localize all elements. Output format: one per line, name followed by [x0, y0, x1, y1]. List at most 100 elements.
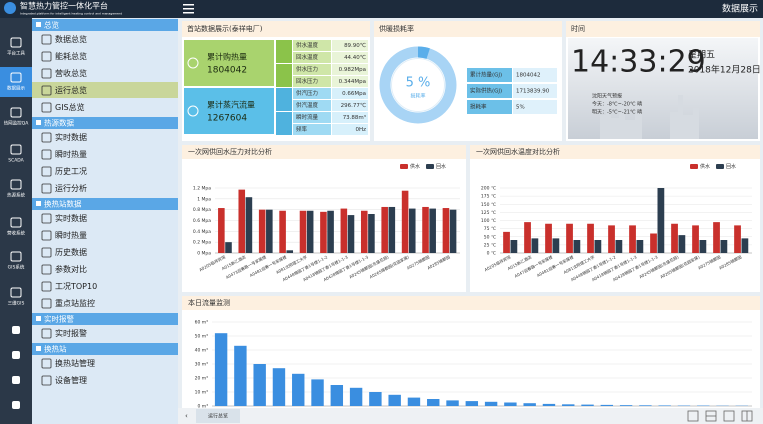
nav-item[interactable]: 历史工况	[41, 166, 87, 177]
bar	[692, 225, 699, 253]
sidebar-item[interactable]: SCADA	[8, 144, 25, 164]
nav-item[interactable]: 运行分析	[41, 183, 87, 194]
nav-item[interactable]: 工况TOP10	[41, 281, 97, 292]
nav-item[interactable]: 实时报警	[41, 328, 87, 339]
bar	[581, 404, 594, 406]
nav-item[interactable]: 参数对比	[41, 264, 87, 275]
menu-button[interactable]	[183, 4, 194, 14]
chart-title: 一次网供回水温度对比分析	[476, 147, 560, 156]
reading-label: 回水温度	[296, 53, 319, 61]
nav-item[interactable]: 数据总览	[41, 34, 87, 45]
y-tick-label: 75 ℃	[484, 226, 496, 232]
legend-swatch	[690, 164, 698, 169]
tab-label: 运行总览	[208, 413, 228, 420]
bar	[510, 240, 518, 253]
reading-label: 供汽温度	[296, 101, 319, 109]
chart-title: 本日流量监测	[188, 298, 230, 307]
reading-value-cell	[332, 52, 368, 63]
bar	[608, 225, 615, 253]
sidebar-item[interactable]: 热源系统	[7, 179, 25, 199]
sidebar-label: 营收系统	[7, 230, 25, 237]
nav-item[interactable]: 重点站监控	[41, 298, 95, 309]
page-title: 数据展示	[722, 3, 758, 15]
donut-center	[391, 58, 445, 112]
bar	[657, 188, 665, 253]
prev-tab[interactable]: ‹	[185, 412, 188, 420]
bar	[587, 223, 594, 253]
nav-label: 设备管理	[55, 375, 87, 385]
sidebar-item[interactable]: 数据展示	[0, 67, 32, 97]
sidebar-tool[interactable]	[12, 351, 20, 359]
panel-title: 首站数据展示(泰祥电厂)	[187, 24, 263, 33]
tab[interactable]	[196, 409, 240, 423]
y-tick-label: 0.4 Mpa	[193, 229, 211, 235]
nav-label: 瞬时热量	[55, 230, 87, 240]
nav-icon	[41, 132, 52, 143]
nav-item[interactable]: 能耗总览	[41, 51, 87, 62]
sidebar-tool[interactable]	[12, 376, 20, 384]
sidebar-tool[interactable]	[12, 326, 20, 334]
reading-value-cell	[332, 112, 368, 123]
loss-text: 1804042	[516, 73, 541, 79]
reading-label: 供汽压力	[296, 89, 318, 97]
legend-swatch	[716, 164, 724, 169]
reading-value-cell	[332, 124, 368, 135]
sidebar-item[interactable]: GIS系统	[8, 251, 25, 271]
nav-item[interactable]: 实时数据	[41, 213, 87, 224]
sidebar-item[interactable]: 热网监控QA	[4, 107, 30, 127]
sidebar-tool[interactable]	[12, 401, 20, 409]
box-value: 1267604	[207, 114, 247, 124]
bar	[408, 208, 416, 253]
sidebar-label: 平台工具	[7, 50, 25, 57]
bar	[258, 209, 266, 253]
y-tick-label: 200 ℃	[481, 186, 496, 192]
nav-item[interactable]: 历史数据	[41, 247, 87, 258]
bar	[658, 405, 671, 406]
loss-cell	[467, 100, 512, 114]
nav-item[interactable]: 设备管理	[41, 375, 87, 386]
nav-item[interactable]: 营收总览	[41, 68, 87, 79]
bar	[531, 238, 539, 253]
panel-header	[182, 296, 760, 310]
flow-panel	[182, 296, 760, 408]
app-subtitle: Integrated platform for intelligent heat…	[20, 12, 123, 16]
bar	[615, 240, 623, 253]
sidebar-item[interactable]: 营收系统	[7, 217, 25, 237]
y-tick-label: 0 Mpa	[197, 251, 211, 257]
nav-label: 瞬时热量	[55, 149, 87, 159]
donut-subtitle: 损耗率	[410, 93, 425, 100]
reading-label-cell	[293, 64, 331, 75]
bar	[720, 240, 728, 253]
footer-bar	[178, 408, 763, 424]
legend-label: 回水	[726, 163, 736, 170]
nav-label: 实时数据	[55, 132, 87, 142]
nav-item[interactable]: GIS总览	[41, 102, 85, 113]
nav-icon	[41, 34, 52, 45]
sidebar-item[interactable]: 三维GIS	[8, 287, 25, 307]
nav-item[interactable]: 换热站管理	[41, 358, 95, 369]
y-tick-label: 100 ℃	[481, 218, 496, 224]
bar	[327, 210, 334, 253]
nav-item[interactable]: 瞬时热量	[41, 149, 87, 160]
bar	[340, 208, 348, 253]
reading-value: 0.982Mpa	[339, 67, 366, 73]
loss-text: 5%	[516, 105, 525, 111]
y-tick-label: 20 m³	[195, 376, 209, 382]
bar	[562, 404, 575, 406]
sidebar-item[interactable]: 平台工具	[7, 37, 25, 57]
reading-value: 89.90℃	[344, 42, 366, 49]
nav-item[interactable]: 实时数据	[41, 132, 87, 143]
station-box	[184, 40, 274, 86]
sidebar-icon	[10, 217, 22, 228]
reading-label-cell	[293, 76, 331, 87]
y-tick-label: 50 m³	[195, 334, 209, 340]
layout-buttons[interactable]	[687, 410, 753, 422]
nav-icon	[41, 375, 52, 386]
app-title: 智慧热力管控一体化平台	[20, 1, 108, 11]
nav-item[interactable]: 运行总览	[32, 82, 178, 98]
bar	[407, 397, 421, 406]
reading-label: 供水压力	[296, 65, 318, 73]
nav-item[interactable]: 瞬时热量	[41, 230, 87, 241]
panel-header	[182, 21, 370, 37]
bar	[442, 208, 450, 253]
